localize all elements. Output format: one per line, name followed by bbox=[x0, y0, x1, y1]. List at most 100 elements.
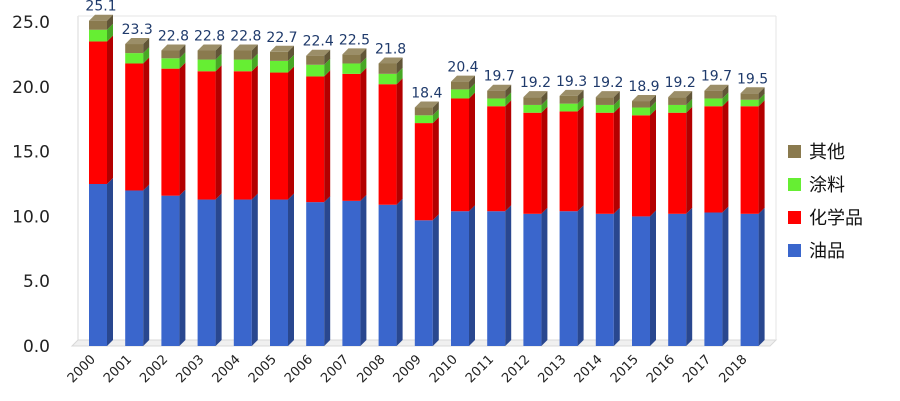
bar-segment-side bbox=[613, 207, 620, 346]
bar-segment bbox=[125, 190, 144, 346]
bar-segment bbox=[89, 184, 107, 346]
bar-top bbox=[197, 44, 222, 51]
bar-total-label: 21.8 bbox=[375, 41, 406, 57]
x-tick-label: 2018 bbox=[716, 352, 750, 386]
y-tick-label: 15.0 bbox=[12, 143, 50, 163]
bar-segment bbox=[306, 202, 325, 346]
bar-segment-side bbox=[758, 93, 765, 107]
bar-segment-side bbox=[613, 91, 620, 105]
bar-segment bbox=[414, 107, 433, 116]
bar-segment bbox=[487, 90, 506, 99]
legend-label-oil: 油品 bbox=[809, 241, 845, 262]
x-tick-label: 2010 bbox=[427, 352, 461, 386]
bar-segment-side bbox=[758, 87, 765, 100]
bar-top bbox=[125, 38, 150, 45]
legend-swatch-chemicals bbox=[788, 210, 801, 224]
bar-total-label: 22.7 bbox=[266, 30, 297, 46]
bar-segment bbox=[342, 63, 361, 74]
bar-segment bbox=[89, 29, 107, 42]
bar-segment-side bbox=[432, 214, 439, 346]
bar-segment bbox=[632, 216, 650, 346]
bar-segment-side bbox=[469, 92, 475, 212]
bar-segment-side bbox=[577, 89, 584, 104]
bar-segment-side bbox=[577, 105, 584, 212]
bar-top bbox=[161, 44, 186, 51]
legend-item-other: 其他 bbox=[788, 138, 898, 164]
bar-segment-side bbox=[251, 53, 258, 72]
bar-segment-side bbox=[758, 207, 765, 346]
bar-segment-side bbox=[686, 207, 693, 346]
bar-total-label: 19.2 bbox=[665, 75, 696, 91]
bar-segment-side bbox=[541, 207, 548, 346]
y-tick-label: 25.0 bbox=[12, 13, 50, 33]
bar-segment bbox=[668, 97, 687, 105]
bar-segment-side bbox=[722, 92, 729, 107]
bar-segment-side bbox=[650, 109, 656, 217]
bar-top bbox=[668, 91, 693, 98]
bar-segment-side bbox=[722, 206, 729, 346]
bar-top bbox=[270, 45, 294, 52]
bar-total-label: 22.5 bbox=[339, 32, 370, 48]
legend-swatch-coatings bbox=[788, 177, 801, 191]
bar-total-label: 23.3 bbox=[122, 22, 153, 38]
bar-segment-side bbox=[758, 100, 765, 214]
bar-segment bbox=[306, 55, 325, 65]
bar-segment bbox=[161, 195, 180, 346]
bar-segment bbox=[451, 211, 469, 346]
bar-top bbox=[414, 101, 439, 108]
bar-segment-side bbox=[324, 49, 331, 65]
legend-swatch-other bbox=[788, 144, 801, 158]
bar-segment bbox=[704, 98, 723, 107]
bar-segment bbox=[451, 81, 469, 90]
x-tick-label: 2009 bbox=[391, 352, 425, 386]
bar-segment bbox=[559, 103, 578, 112]
bar-segment bbox=[595, 112, 614, 214]
x-tick-label: 2016 bbox=[644, 352, 678, 386]
bar-segment bbox=[342, 54, 361, 64]
bar-segment bbox=[704, 90, 723, 99]
bar-segment bbox=[306, 76, 325, 203]
x-tick-label: 2008 bbox=[354, 352, 388, 386]
bar-segment-side bbox=[505, 84, 512, 99]
bar-segment-side bbox=[251, 193, 258, 346]
bar-segment-side bbox=[143, 184, 150, 346]
bar-segment bbox=[125, 53, 144, 64]
bar-segment-side bbox=[360, 57, 367, 74]
bar-segment bbox=[306, 64, 325, 77]
bar-segment bbox=[414, 123, 433, 221]
bar-segment bbox=[523, 104, 542, 113]
x-tick-label: 2011 bbox=[463, 352, 497, 386]
bar-segment-side bbox=[722, 84, 729, 99]
bar-total-label: 22.8 bbox=[194, 29, 225, 45]
bar-total-label: 19.2 bbox=[520, 75, 551, 91]
bar-segment bbox=[595, 213, 614, 346]
x-tick-label: 2012 bbox=[499, 352, 533, 386]
bar-top bbox=[704, 84, 729, 91]
bar-segment bbox=[414, 220, 433, 346]
bar-segment-side bbox=[179, 52, 186, 69]
bar-segment bbox=[342, 73, 361, 201]
bar-segment-side bbox=[469, 75, 475, 90]
bar-segment bbox=[451, 89, 469, 99]
x-tick-label: 2014 bbox=[572, 352, 606, 386]
bar-segment-side bbox=[505, 100, 512, 212]
bar-segment bbox=[89, 20, 107, 30]
bar-segment bbox=[559, 111, 578, 212]
bar-segment-side bbox=[143, 47, 150, 64]
x-tick-label: 2003 bbox=[173, 352, 207, 386]
bar-segment-side bbox=[432, 117, 439, 221]
legend-item-chemicals: 化学品 bbox=[788, 204, 898, 230]
bar-segment-side bbox=[686, 98, 693, 113]
bar-total-label: 18.9 bbox=[628, 79, 659, 95]
bar-segment bbox=[378, 73, 397, 85]
bar-segment bbox=[161, 50, 180, 59]
bar-total-label: 22.8 bbox=[158, 29, 189, 45]
bar-top bbox=[740, 87, 765, 94]
x-tick-label: 2002 bbox=[137, 352, 171, 386]
bar-segment bbox=[378, 204, 397, 346]
bar-segment-side bbox=[215, 65, 222, 200]
bar-segment-side bbox=[613, 98, 620, 113]
bar-segment-side bbox=[686, 91, 693, 105]
bar-segment-side bbox=[505, 92, 512, 107]
bar-segment-side bbox=[107, 35, 113, 184]
